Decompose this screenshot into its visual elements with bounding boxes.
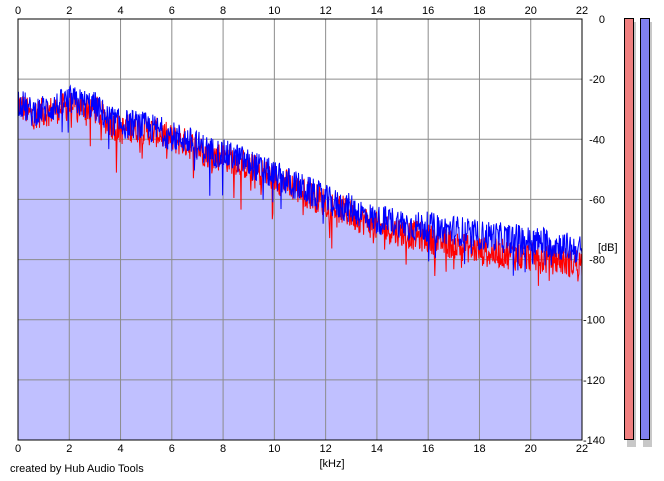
y-tick-label: -100 — [583, 315, 605, 327]
x-tick-label-bottom: 20 — [525, 443, 537, 455]
y-tick-label: -80 — [589, 255, 605, 267]
y-tick-label: -140 — [583, 435, 605, 447]
y-tick-label: 0 — [599, 14, 605, 26]
spectrum-fill — [18, 86, 582, 440]
x-tick-labels-bottom: 0 2 4 6 8 10 12 14 16 18 20 22 — [15, 443, 588, 455]
x-tick-label-top: 20 — [525, 5, 537, 17]
plot-frame — [17, 18, 583, 441]
x-tick-label-bottom: 10 — [268, 443, 280, 455]
y-axis-label: [dB] — [598, 242, 618, 254]
level-meter-left — [624, 18, 634, 440]
x-tick-label-bottom: 18 — [473, 443, 485, 455]
x-tick-label-top: 2 — [66, 5, 72, 17]
x-tick-label-bottom: 6 — [169, 443, 175, 455]
x-tick-label-top: 18 — [473, 5, 485, 17]
x-tick-label-top: 22 — [576, 5, 588, 17]
x-tick-label-top: 16 — [422, 5, 434, 17]
x-axis-label: [kHz] — [319, 458, 344, 470]
x-tick-label-top: 8 — [220, 5, 226, 17]
y-tick-label: -120 — [583, 375, 605, 387]
y-tick-label: -60 — [589, 194, 605, 206]
x-tick-label-bottom: 8 — [220, 443, 226, 455]
x-tick-label-bottom: 16 — [422, 443, 434, 455]
credit-text: created by Hub Audio Tools — [10, 463, 144, 475]
level-meter-right — [640, 18, 650, 440]
x-tick-label-bottom: 14 — [371, 443, 383, 455]
series-line-blue — [17, 84, 583, 276]
x-tick-label-top: 6 — [169, 5, 175, 17]
x-tick-label-top: 10 — [268, 5, 280, 17]
x-tick-label-top: 14 — [371, 5, 383, 17]
x-tick-label-bottom: 2 — [66, 443, 72, 455]
x-tick-label-top: 0 — [15, 5, 21, 17]
x-tick-label-bottom: 12 — [320, 443, 332, 455]
x-tick-label-bottom: 0 — [15, 443, 21, 455]
y-tick-labels: 0 -20 -40 -60 -80 -100 -120 -140 — [583, 14, 605, 447]
x-tick-label-bottom: 22 — [576, 443, 588, 455]
y-tick-label: -40 — [589, 134, 605, 146]
x-tick-label-top: 12 — [320, 5, 332, 17]
x-tick-label-bottom: 4 — [117, 443, 123, 455]
y-tick-label: -20 — [589, 74, 605, 86]
x-tick-labels-top: 0 2 4 6 8 10 12 14 16 18 20 22 — [15, 5, 588, 17]
x-tick-label-top: 4 — [117, 5, 123, 17]
